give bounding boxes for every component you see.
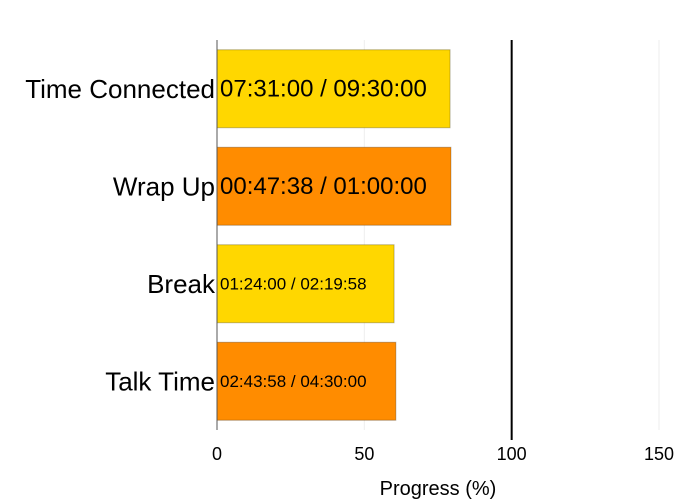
bars [216,49,452,421]
x-tick-label: 100 [497,444,527,464]
x-tick-label: 150 [644,444,674,464]
bar [216,341,397,421]
x-axis-title: Progress (%) [380,478,497,500]
bar-value-label: 07:31:00 / 09:30:00 [220,75,427,102]
x-tick-label: 0 [212,444,222,464]
bar-value-label: 02:43:58 / 04:30:00 [220,372,367,391]
bar-value-label: 01:24:00 / 02:19:58 [220,274,367,293]
category-label: Talk Time [105,366,215,396]
x-tick-label: 50 [354,444,374,464]
bar-labels: 07:31:00 / 09:30:00 00:47:38 / 01:00:00 01… [220,75,427,391]
category-label: Time Connected [25,74,215,104]
category-label: Break [147,269,216,299]
bar [216,49,451,129]
category-label: Wrap Up [113,171,215,201]
bar [216,146,452,226]
x-tick-labels: 0 50 100 150 [212,444,674,464]
bar [216,244,395,324]
bar-value-label: 00:47:38 / 01:00:00 [220,173,427,200]
category-labels: Time Connected Wrap Up Break Talk Time [25,74,216,397]
